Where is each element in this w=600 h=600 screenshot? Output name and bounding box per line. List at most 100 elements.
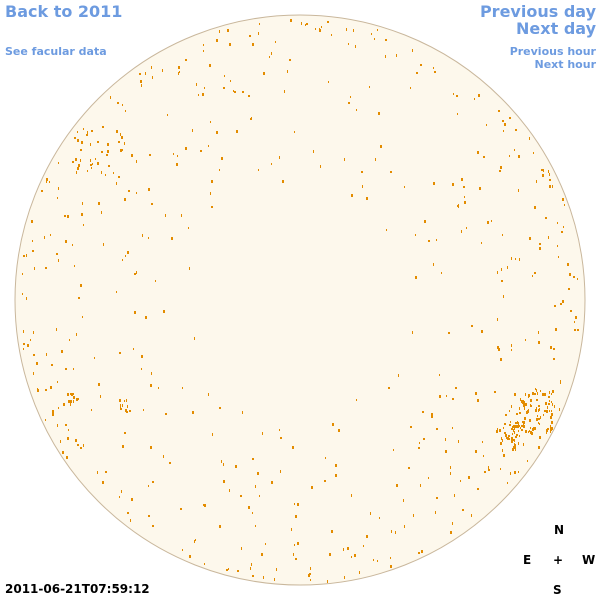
facula	[379, 517, 380, 519]
facula	[511, 428, 513, 430]
facula	[309, 573, 311, 575]
facula	[551, 416, 552, 419]
facula	[120, 406, 121, 409]
facula	[348, 43, 349, 45]
facula	[486, 124, 487, 126]
facula	[536, 389, 537, 392]
facula	[128, 190, 130, 192]
facula	[344, 158, 345, 161]
facula	[573, 276, 575, 278]
facula	[491, 220, 492, 222]
facula	[242, 411, 243, 414]
facula	[452, 183, 454, 186]
facula	[393, 449, 394, 451]
facula	[228, 568, 229, 570]
facula	[229, 43, 231, 46]
facula	[518, 442, 519, 445]
facula	[202, 93, 204, 96]
facula	[482, 441, 483, 443]
facula	[508, 435, 510, 437]
facula	[327, 21, 329, 23]
facular-link[interactable]: See facular data	[5, 45, 107, 58]
facula	[74, 265, 75, 267]
facula	[483, 455, 484, 457]
facula	[101, 151, 103, 153]
facula	[150, 446, 152, 449]
facula	[338, 429, 340, 432]
facula	[122, 259, 123, 261]
facula	[97, 162, 99, 165]
facula	[148, 188, 150, 191]
facula	[44, 236, 45, 239]
facula	[64, 215, 66, 217]
facula	[80, 447, 82, 449]
facula	[455, 387, 457, 389]
facula	[534, 206, 536, 209]
facula	[163, 310, 165, 313]
facula	[203, 50, 204, 52]
facula	[23, 348, 24, 350]
facula	[116, 130, 118, 133]
facula	[177, 155, 178, 157]
facula	[510, 472, 511, 475]
facula	[102, 481, 104, 484]
facula	[120, 149, 122, 152]
facula	[351, 194, 353, 197]
facula	[478, 94, 480, 97]
facula	[297, 542, 299, 545]
facula	[101, 211, 102, 214]
next-hour-link[interactable]: Next hour	[534, 58, 597, 71]
facula	[462, 509, 464, 511]
facula	[331, 530, 333, 533]
facula	[120, 404, 121, 407]
facula	[124, 432, 126, 434]
facula	[356, 109, 357, 111]
facula	[23, 255, 25, 257]
previous-hour-link[interactable]: Previous hour	[509, 45, 596, 58]
facula	[545, 217, 547, 219]
facula	[151, 372, 152, 375]
facula	[310, 567, 311, 570]
timestamp: 2011-06-21T07:59:12	[5, 582, 150, 596]
facula	[275, 41, 276, 43]
back-link[interactable]: Back to 2011	[5, 2, 123, 21]
facula	[127, 405, 128, 408]
facula	[537, 392, 538, 395]
facula	[431, 415, 433, 418]
facula	[136, 160, 137, 163]
facula	[537, 415, 538, 417]
facula	[538, 341, 540, 344]
facula	[570, 310, 572, 312]
facula	[52, 410, 54, 413]
facula	[507, 437, 509, 440]
facula	[46, 181, 47, 183]
facula	[561, 231, 563, 233]
facula	[188, 227, 189, 229]
facula	[269, 56, 270, 58]
previous-day-link[interactable]: Previous day	[479, 2, 596, 21]
facula	[124, 142, 125, 145]
facula	[515, 447, 516, 449]
facula	[151, 66, 152, 69]
facula	[433, 67, 434, 69]
next-day-link[interactable]: Next day	[516, 19, 596, 38]
facula	[176, 163, 178, 166]
facula	[520, 398, 521, 401]
facula	[366, 197, 368, 200]
facula	[560, 382, 561, 384]
facula	[452, 522, 453, 525]
facula	[513, 429, 514, 432]
facula	[45, 419, 46, 421]
facula	[433, 182, 435, 185]
facula	[515, 436, 517, 438]
facula	[252, 575, 254, 577]
facula	[315, 28, 316, 30]
facula	[279, 429, 280, 431]
facula	[542, 393, 544, 396]
facula	[529, 137, 530, 140]
facula	[251, 117, 252, 120]
facula	[122, 104, 123, 106]
facula	[23, 343, 25, 345]
facula	[194, 540, 195, 543]
